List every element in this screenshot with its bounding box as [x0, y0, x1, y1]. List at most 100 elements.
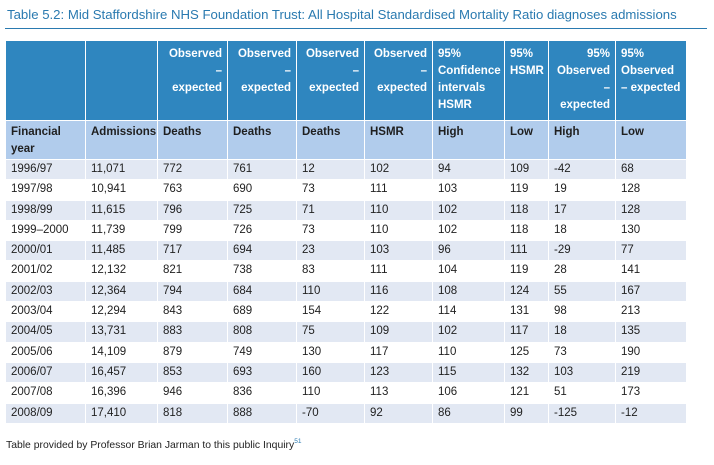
data-cell: 749	[227, 341, 297, 363]
data-cell: 836	[227, 382, 297, 404]
data-cell: 106	[432, 382, 505, 404]
data-cell: 117	[504, 321, 549, 343]
data-cell: 110	[364, 199, 433, 221]
data-cell: 73	[296, 219, 365, 242]
data-cell: 83	[296, 260, 365, 282]
data-cell: 725	[227, 199, 297, 221]
data-cell: 119	[504, 179, 549, 201]
subheader-cell: High	[432, 120, 505, 160]
data-cell: 99	[504, 402, 549, 424]
data-cell: 761	[227, 158, 297, 181]
data-cell: 122	[364, 301, 433, 323]
data-cell: 102	[432, 219, 505, 242]
data-cell: 23	[296, 240, 365, 262]
data-cell: 879	[157, 341, 228, 363]
data-cell: 131	[504, 301, 549, 323]
data-cell: 12,294	[85, 301, 158, 323]
table-caption: Table 5.2: Mid Staffordshire NHS Foundat…	[7, 7, 677, 22]
year-cell: 1996/97	[5, 158, 86, 181]
data-cell: 726	[227, 219, 297, 242]
data-cell: 772	[157, 158, 228, 181]
data-cell: 796	[157, 199, 228, 221]
table-footnote: Table provided by Professor Brian Jarman…	[6, 438, 301, 451]
data-cell: 118	[504, 219, 549, 242]
data-cell: 160	[296, 361, 365, 384]
data-cell: 689	[227, 301, 297, 323]
subheader-cell: High	[548, 120, 616, 160]
header-cell: Observed – expected	[157, 40, 228, 121]
data-cell: 799	[157, 219, 228, 242]
data-cell: 86	[432, 402, 505, 424]
data-cell: 818	[157, 402, 228, 424]
caption-divider	[5, 28, 707, 29]
year-cell: 2002/03	[5, 280, 86, 303]
data-cell: 55	[548, 280, 616, 303]
data-cell: 128	[615, 179, 687, 201]
year-cell: 1998/99	[5, 199, 86, 221]
table-row: 2003/04 12,294 843 689 154 122 114 131 98 213	[5, 301, 687, 323]
data-cell: 14,109	[85, 341, 158, 363]
subheader-cell: Admissions	[85, 120, 158, 160]
data-cell: 94	[432, 158, 505, 181]
data-cell: 18	[548, 321, 616, 343]
data-cell: 853	[157, 361, 228, 384]
data-cell: 124	[504, 280, 549, 303]
year-cell: 2006/07	[5, 361, 86, 384]
data-cell: 116	[364, 280, 433, 303]
data-cell: 888	[227, 402, 297, 424]
table-row: 2007/08 16,396 946 836 110 113 106 121 51 173	[5, 382, 687, 404]
year-cell: 2003/04	[5, 301, 86, 323]
data-cell: 213	[615, 301, 687, 323]
year-cell: 1999–2000	[5, 219, 86, 242]
data-cell: 92	[364, 402, 433, 424]
data-cell: 132	[504, 361, 549, 384]
subheader-cell: HSMR	[364, 120, 433, 160]
data-cell: 694	[227, 240, 297, 262]
data-cell: 111	[504, 240, 549, 262]
data-cell: 118	[504, 199, 549, 221]
data-cell: 109	[364, 321, 433, 343]
data-cell: 946	[157, 382, 228, 404]
data-cell: 12,132	[85, 260, 158, 282]
data-cell: 111	[364, 260, 433, 282]
data-cell: 103	[432, 179, 505, 201]
data-cell: 103	[364, 240, 433, 262]
data-cell: 104	[432, 260, 505, 282]
header-cell: Observed – expected	[364, 40, 433, 121]
data-cell: 114	[432, 301, 505, 323]
data-cell: 219	[615, 361, 687, 384]
year-cell: 2000/01	[5, 240, 86, 262]
data-cell: 173	[615, 382, 687, 404]
data-cell: 693	[227, 361, 297, 384]
subheader-cell: Low	[615, 120, 687, 160]
table-row: 2004/05 13,731 883 808 75 109 102 117 18 135	[5, 321, 687, 343]
table-row: 1997/98 10,941 763 690 73 111 103 119 19 128	[5, 179, 687, 201]
data-cell: 77	[615, 240, 687, 262]
subheader-cell: Deaths	[157, 120, 228, 160]
data-cell: 12,364	[85, 280, 158, 303]
data-cell: 821	[157, 260, 228, 282]
data-cell: 763	[157, 179, 228, 201]
data-cell: 17,410	[85, 402, 158, 424]
header-cell	[5, 40, 86, 121]
data-cell: -12	[615, 402, 687, 424]
data-cell: 102	[432, 321, 505, 343]
data-cell: 102	[364, 158, 433, 181]
year-cell: 2004/05	[5, 321, 86, 343]
footnote-reference: 51	[294, 438, 302, 445]
header-cell: 95% Observed – expected	[615, 40, 687, 121]
header-cell: Observed – expected	[296, 40, 365, 121]
data-cell: 121	[504, 382, 549, 404]
data-cell: 135	[615, 321, 687, 343]
data-cell: 125	[504, 341, 549, 363]
header-cell: Observed – expected	[227, 40, 297, 121]
year-cell: 2005/06	[5, 341, 86, 363]
data-cell: 119	[504, 260, 549, 282]
data-cell: 843	[157, 301, 228, 323]
table-row: 1996/97 11,071 772 761 12 102 94 109 -42 68	[5, 158, 687, 181]
header-cell: 95% Confidence intervals HSMR	[432, 40, 505, 121]
table-row: 2002/03 12,364 794 684 110 116 108 124 55 167	[5, 280, 687, 303]
data-cell: -125	[548, 402, 616, 424]
data-cell: 684	[227, 280, 297, 303]
